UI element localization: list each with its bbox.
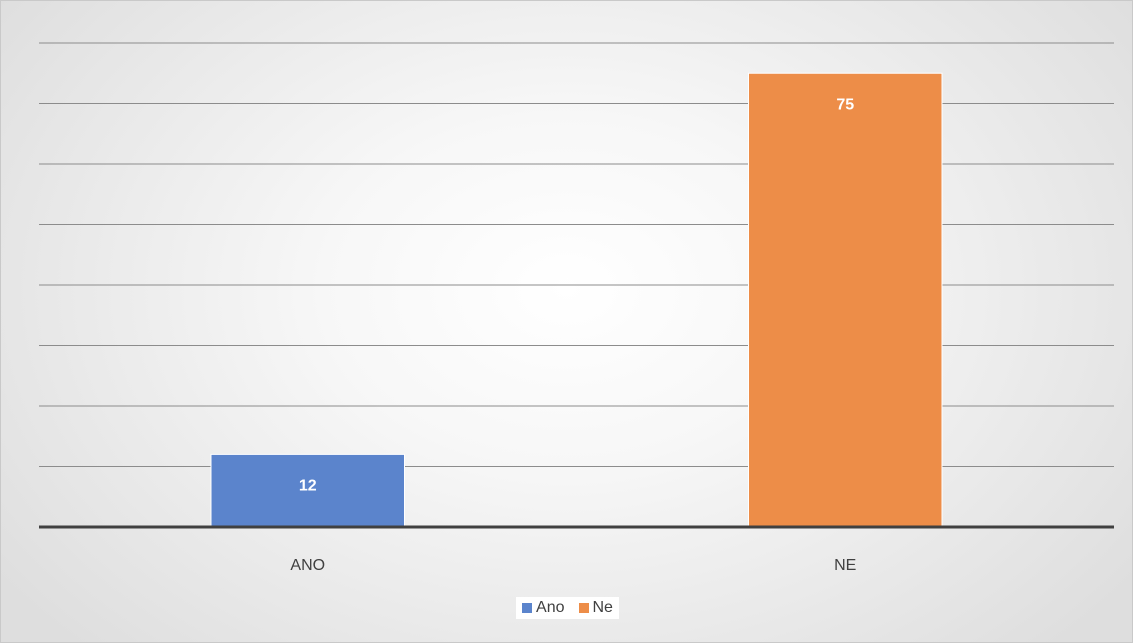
data-labels: 12 75 bbox=[299, 96, 854, 494]
legend-label-ano: Ano bbox=[536, 599, 565, 616]
bar-ano bbox=[210, 453, 405, 528]
data-label-ne: 75 bbox=[836, 96, 854, 113]
data-label-ano: 12 bbox=[299, 477, 317, 494]
category-tick-labels: ANO NE bbox=[290, 557, 856, 574]
tick-label-ano: ANO bbox=[290, 557, 325, 574]
bars bbox=[210, 72, 943, 528]
legend-swatch-ne bbox=[578, 603, 589, 613]
legend-swatch-ano bbox=[522, 603, 533, 613]
legend: Ano Ne bbox=[1, 597, 1133, 619]
legend-label-ne: Ne bbox=[592, 599, 613, 616]
gridlines bbox=[39, 42, 1114, 467]
legend-item-ano: Ano bbox=[522, 599, 565, 617]
bar-ne bbox=[748, 72, 943, 528]
tick-label-ne: NE bbox=[834, 557, 856, 574]
legend-item-ne: Ne bbox=[578, 599, 613, 617]
